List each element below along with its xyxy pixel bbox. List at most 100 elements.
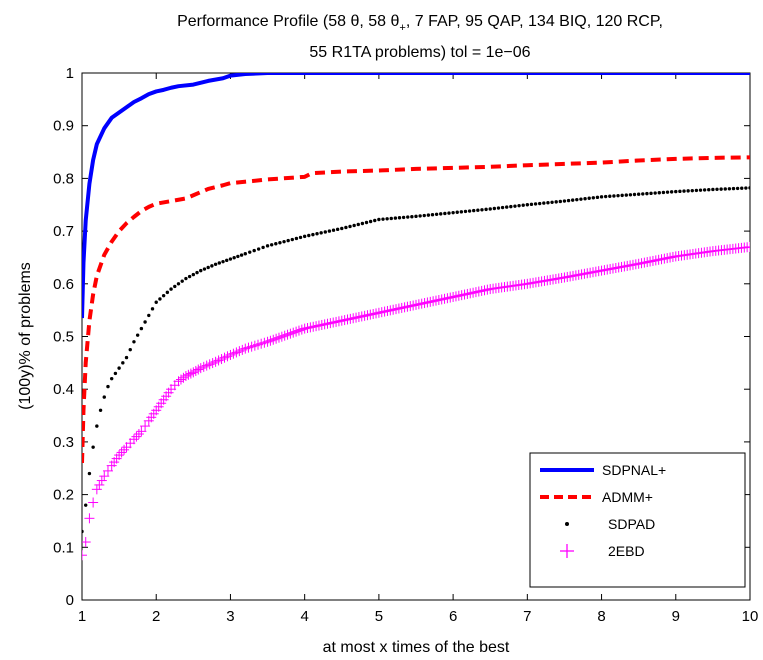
data-point bbox=[455, 210, 459, 214]
data-point bbox=[389, 216, 393, 221]
data-point bbox=[636, 192, 641, 196]
data-point bbox=[653, 191, 657, 195]
data-point bbox=[480, 208, 484, 212]
data-point bbox=[232, 256, 236, 260]
data-point bbox=[335, 227, 340, 232]
data-point bbox=[294, 236, 299, 241]
data-point bbox=[147, 313, 151, 318]
data-point bbox=[228, 257, 233, 261]
data-point bbox=[686, 189, 690, 193]
data-point bbox=[243, 252, 247, 256]
data-point bbox=[139, 326, 144, 331]
data-point bbox=[117, 366, 121, 370]
data-point bbox=[261, 245, 265, 250]
data-point bbox=[154, 300, 158, 304]
data-point bbox=[657, 191, 661, 195]
data-point bbox=[364, 220, 369, 225]
data-point bbox=[150, 307, 155, 311]
data-point bbox=[525, 203, 530, 207]
data-point bbox=[612, 194, 616, 198]
data-point bbox=[711, 187, 715, 192]
data-point bbox=[225, 258, 229, 263]
y-tick-label: 0.6 bbox=[53, 276, 74, 293]
y-tick-label: 0.8 bbox=[53, 170, 74, 187]
data-point bbox=[368, 219, 373, 224]
x-tick-label: 5 bbox=[375, 608, 383, 625]
data-point bbox=[484, 207, 488, 212]
data-point bbox=[401, 215, 406, 220]
x-tick-label: 1 bbox=[78, 608, 86, 625]
data-point bbox=[265, 244, 270, 248]
data-point bbox=[740, 186, 744, 190]
y-tick-label: 0.4 bbox=[53, 381, 74, 398]
data-point bbox=[278, 240, 282, 245]
data-point bbox=[116, 447, 127, 458]
data-point bbox=[533, 202, 538, 206]
data-point bbox=[109, 376, 114, 381]
data-point bbox=[121, 361, 125, 365]
data-point bbox=[133, 428, 144, 439]
data-point bbox=[95, 424, 99, 428]
data-point bbox=[190, 365, 201, 376]
data-point bbox=[443, 211, 447, 216]
data-point bbox=[91, 445, 95, 449]
data-point bbox=[459, 210, 464, 214]
data-point bbox=[492, 206, 497, 211]
data-point bbox=[191, 272, 196, 277]
data-point bbox=[169, 287, 173, 291]
data-point bbox=[496, 206, 501, 210]
data-point bbox=[735, 186, 740, 191]
data-point bbox=[185, 368, 196, 379]
data-point bbox=[140, 421, 151, 432]
data-point bbox=[340, 226, 344, 231]
data-point bbox=[430, 213, 435, 217]
data-point bbox=[352, 223, 356, 228]
data-point bbox=[381, 217, 385, 221]
data-point bbox=[180, 279, 184, 283]
data-point bbox=[113, 371, 118, 376]
data-point bbox=[84, 503, 88, 507]
x-tick-label: 10 bbox=[742, 608, 759, 625]
data-point bbox=[132, 340, 136, 344]
data-point bbox=[439, 212, 443, 216]
y-tick-label: 0.3 bbox=[53, 434, 74, 451]
data-point bbox=[248, 250, 252, 254]
data-point bbox=[213, 262, 218, 267]
data-point bbox=[624, 193, 628, 197]
data-point bbox=[410, 214, 414, 219]
data-point bbox=[505, 205, 509, 209]
data-point bbox=[566, 198, 571, 203]
data-point bbox=[690, 188, 694, 193]
data-point bbox=[393, 216, 398, 220]
data-point bbox=[748, 186, 750, 190]
data-point bbox=[418, 214, 422, 218]
legend-swatch-sdpad bbox=[565, 522, 569, 526]
data-point bbox=[187, 274, 192, 279]
data-point bbox=[114, 450, 125, 461]
y-tick-label: 0.5 bbox=[53, 329, 74, 346]
data-point bbox=[731, 186, 736, 191]
data-point bbox=[628, 193, 633, 197]
data-point bbox=[665, 190, 670, 194]
data-point bbox=[554, 200, 558, 204]
data-point bbox=[102, 465, 113, 476]
data-point bbox=[678, 189, 682, 194]
data-point bbox=[575, 197, 579, 202]
data-point bbox=[158, 297, 162, 301]
data-point bbox=[715, 187, 719, 191]
data-point bbox=[360, 221, 365, 226]
data-point bbox=[451, 210, 455, 215]
data-point bbox=[82, 529, 84, 534]
data-point bbox=[447, 211, 451, 215]
y-tick-label: 0.9 bbox=[53, 118, 74, 135]
data-point bbox=[94, 479, 105, 490]
data-point bbox=[521, 203, 525, 207]
data-point bbox=[124, 355, 129, 360]
data-point bbox=[719, 187, 723, 191]
data-point bbox=[87, 471, 92, 476]
data-point bbox=[641, 192, 645, 196]
data-point bbox=[434, 212, 439, 216]
x-tick-label: 6 bbox=[449, 608, 457, 625]
data-point bbox=[513, 204, 517, 208]
